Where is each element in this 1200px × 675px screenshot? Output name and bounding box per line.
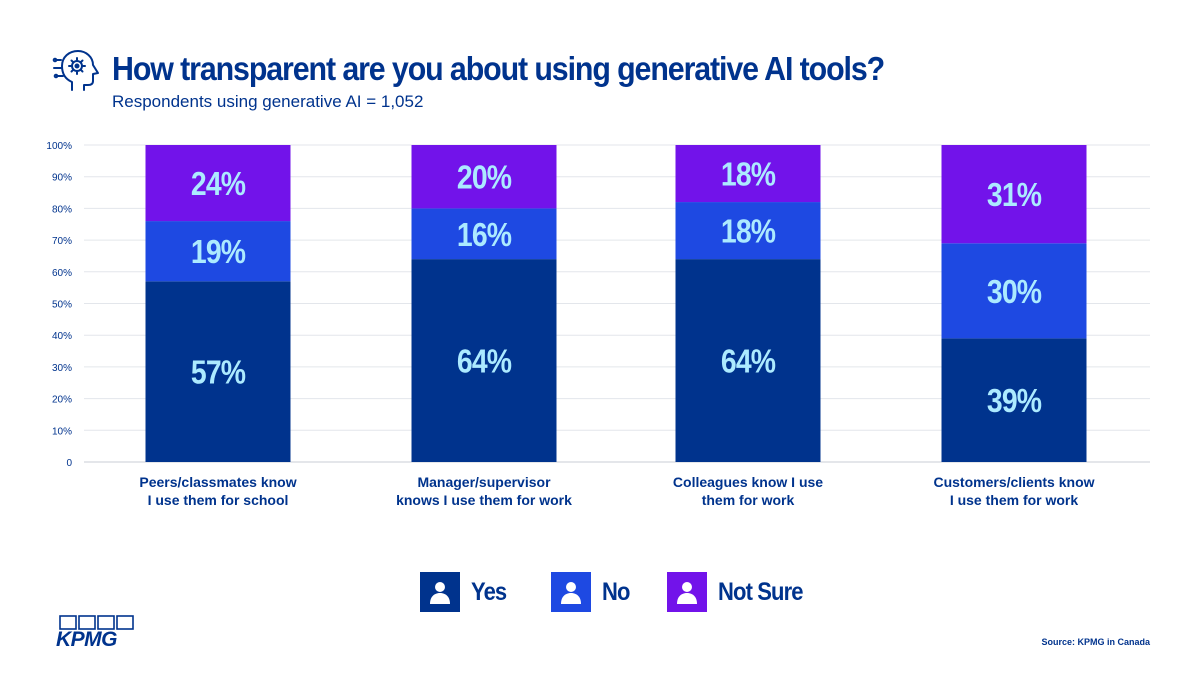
category-label: I use them for work <box>950 492 1079 508</box>
chart-subtitle: Respondents using generative AI = 1,052 <box>112 92 424 111</box>
y-tick-label: 100% <box>46 141 72 152</box>
data-label-group: 30% <box>987 273 1043 311</box>
data-label-group: 24% <box>191 165 247 203</box>
data-label: 30% <box>987 273 1042 311</box>
bar-segment-not-sure <box>941 145 1087 244</box>
legend-label-not-sure: Not Sure <box>718 577 804 606</box>
y-tick-label: 40% <box>52 331 72 342</box>
bar-segment-not-sure <box>675 145 821 203</box>
data-label-group: 16% <box>457 216 513 254</box>
data-label: 20% <box>457 159 512 197</box>
category-label: I use them for school <box>148 492 289 508</box>
data-label-group: 31% <box>987 176 1043 214</box>
data-label: 39% <box>987 382 1042 420</box>
y-tick-label: 0 <box>66 458 72 469</box>
data-label-group: 18% <box>721 156 777 194</box>
bar-segment-no <box>675 202 821 260</box>
y-tick-label: 80% <box>52 204 72 215</box>
bar-segment-yes <box>675 259 821 462</box>
bar-segment-no <box>145 221 291 282</box>
legend-item-yes: Yes <box>420 572 511 612</box>
bar-segment-yes <box>145 281 291 462</box>
data-label-group: 19% <box>191 233 247 271</box>
data-label: 18% <box>721 213 776 251</box>
bar-segment-no <box>941 243 1087 339</box>
category-label: Manager/supervisor <box>417 474 551 490</box>
y-tick-label: 90% <box>52 173 72 184</box>
y-tick-label: 10% <box>52 426 72 437</box>
category-label: knows I use them for work <box>396 492 572 508</box>
y-tick-label: 70% <box>52 236 72 247</box>
y-tick-label: 30% <box>52 363 72 374</box>
legend-swatch-yes <box>420 572 460 612</box>
data-label-group: 64% <box>721 343 777 381</box>
chart-title: How transparent are you about using gene… <box>112 50 885 87</box>
category-label: Customers/clients know <box>933 474 1094 490</box>
kpmg-logo-text: KPMG <box>56 628 118 651</box>
y-tick-label: 20% <box>52 395 72 406</box>
stacked-bar-chart: 0 10% 20% 30% 40% 50% 60% 70% 80% 90% 100% 57% 19% 24… <box>46 141 1150 508</box>
person-icon <box>430 582 450 604</box>
legend-label-no: No <box>602 577 630 606</box>
legend-swatch-not-sure <box>667 572 707 612</box>
data-label-group: 20% <box>457 159 513 197</box>
bar-segment-yes <box>411 259 557 462</box>
data-label: 31% <box>987 176 1042 214</box>
bar-segment-no <box>411 208 557 260</box>
person-icon <box>677 582 697 604</box>
ai-head-icon <box>52 50 99 91</box>
source-note: Source: KPMG in Canada <box>1041 637 1150 647</box>
category-label: Colleagues know I use <box>673 474 823 490</box>
data-label: 64% <box>457 343 512 381</box>
bar-segment-not-sure <box>411 145 557 209</box>
legend-label-yes: Yes <box>471 577 507 606</box>
data-label-group: 57% <box>191 354 247 392</box>
category-label: them for work <box>702 492 795 508</box>
legend-swatch-no <box>551 572 591 612</box>
category-label: Peers/classmates know <box>139 474 296 490</box>
bar-segment-not-sure <box>145 145 291 222</box>
kpmg-logo-boxes <box>59 615 134 630</box>
kpmg-logo: KPMG <box>56 615 138 651</box>
data-label: 24% <box>191 165 246 203</box>
data-label: 19% <box>191 233 246 271</box>
bar-segment-yes <box>941 338 1087 462</box>
y-tick-label: 50% <box>52 300 72 311</box>
data-label: 57% <box>191 354 246 392</box>
legend: Yes No Not Sure <box>0 572 1200 612</box>
data-label-group: 64% <box>457 343 513 381</box>
data-label: 64% <box>721 343 776 381</box>
data-label-group: 18% <box>721 213 777 251</box>
y-tick-label: 60% <box>52 268 72 279</box>
data-label: 16% <box>457 216 512 254</box>
person-icon <box>561 582 581 604</box>
data-label-group: 39% <box>987 382 1043 420</box>
legend-item-no: No <box>551 572 633 612</box>
data-label: 18% <box>721 156 776 194</box>
legend-item-not-sure: Not Sure <box>667 572 814 612</box>
